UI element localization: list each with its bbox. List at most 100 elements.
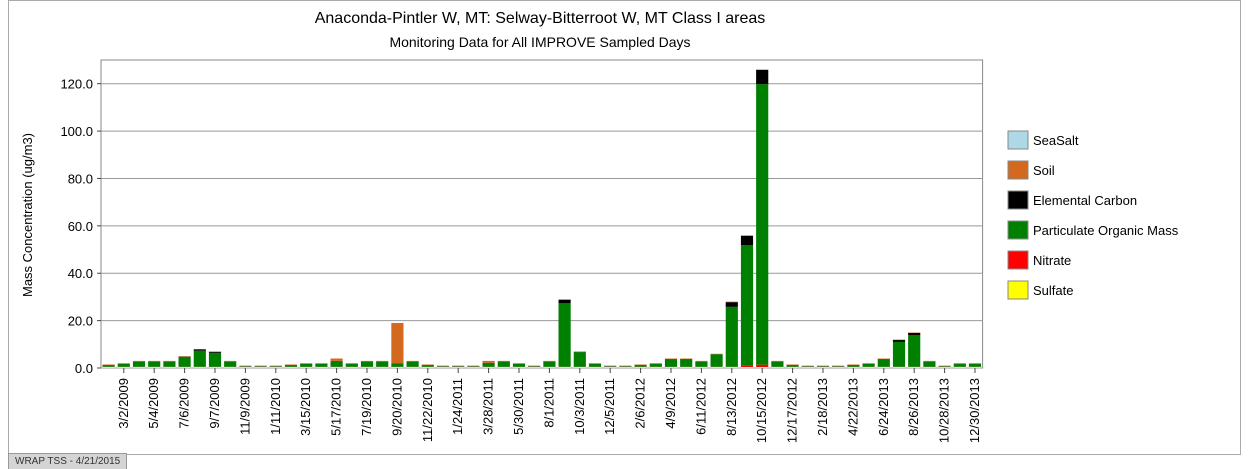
bar-segment	[710, 367, 723, 368]
x-tick-label: 8/13/2012	[724, 378, 739, 436]
bar-segment	[528, 367, 541, 368]
bar-segment	[360, 367, 374, 368]
bar-segment	[801, 367, 814, 368]
bar-segment	[163, 361, 176, 367]
bar-segment	[953, 367, 966, 368]
x-tick-label: 9/7/2009	[207, 378, 222, 429]
bar-segment	[558, 299, 571, 304]
x-tick-label: 10/15/2012	[754, 378, 769, 443]
legend-label: Soil	[1033, 163, 1055, 178]
x-tick-label: 11/9/2009	[237, 378, 252, 435]
y-tick-label: 60.0	[68, 219, 93, 234]
bar-segment	[771, 367, 784, 368]
x-tick-label: 1/11/2010	[268, 378, 283, 435]
legend-label: Sulfate	[1033, 283, 1073, 298]
bar-segment	[178, 367, 191, 368]
bar-segment	[345, 367, 358, 368]
bar-segment	[376, 361, 389, 367]
bar-segment	[193, 349, 206, 351]
bar-segment	[710, 354, 723, 367]
bar-segment	[193, 367, 206, 368]
bar-segment	[756, 367, 769, 368]
plot-area	[100, 59, 984, 369]
legend-swatch	[1007, 190, 1029, 210]
x-tick-label: 3/2/2009	[116, 378, 131, 429]
y-tick-label: 80.0	[68, 171, 93, 186]
x-tick-label: 8/26/2013	[906, 378, 921, 436]
bar-segment	[786, 367, 799, 368]
x-tick-label: 4/9/2012	[663, 378, 678, 429]
bar-segment	[102, 367, 115, 368]
bar-segment	[573, 352, 586, 367]
bar-segment	[786, 365, 799, 367]
bar-segment	[968, 363, 982, 367]
x-tick-label: 10/28/2013	[937, 378, 952, 443]
bar-segment	[740, 367, 754, 368]
bar-segment	[588, 363, 602, 367]
bar-segment	[923, 367, 936, 368]
bar-segment	[117, 367, 130, 368]
bar-segment	[376, 367, 389, 368]
legend-swatch	[1007, 130, 1029, 150]
bar-segment	[482, 367, 495, 368]
x-tick-label: 5/30/2011	[511, 378, 526, 435]
bar-segment	[482, 360, 495, 363]
bar-segment	[725, 367, 738, 368]
x-tick-label: 2/18/2013	[815, 378, 830, 436]
bar-segment	[102, 365, 115, 367]
x-tick-label: 12/17/2012	[785, 378, 800, 443]
bar-segment	[664, 359, 678, 367]
legend-label: Nitrate	[1033, 253, 1071, 268]
bar-segment	[862, 363, 875, 367]
bar-segment	[208, 351, 222, 353]
bar-segment	[725, 302, 738, 307]
bar-segment	[421, 367, 434, 368]
bar-segment	[862, 367, 875, 368]
x-tick-label: 3/15/2010	[298, 378, 313, 436]
bar-segment	[558, 367, 571, 368]
legend-label: Elemental Carbon	[1033, 193, 1137, 208]
bar-segment	[695, 361, 708, 367]
bar-segment	[543, 361, 556, 367]
bar-segment	[573, 367, 586, 368]
bar-segment	[634, 365, 647, 367]
bar-segment	[148, 361, 161, 367]
bar-segment	[360, 361, 374, 367]
bar-segment	[163, 367, 176, 368]
y-tick-label: 100.0	[60, 124, 93, 139]
y-tick-label: 40.0	[68, 266, 93, 281]
bar-segment	[756, 84, 769, 365]
bar-segment	[406, 367, 419, 368]
x-tick-label: 5/4/2009	[146, 378, 161, 429]
bar-segment	[832, 367, 845, 368]
bar-segment	[649, 363, 662, 367]
bar-segment	[740, 235, 754, 246]
bar-segment	[436, 367, 450, 368]
bar-segment	[284, 367, 298, 368]
bar-segment	[892, 341, 906, 367]
bar-segment	[908, 332, 921, 336]
legend-swatch	[1007, 280, 1029, 300]
bar-segment	[892, 340, 906, 342]
y-tick-label: 120.0	[60, 77, 93, 92]
bar-segment	[421, 365, 434, 367]
chart-title: Anaconda-Pintler W, MT: Selway-Bitterroo…	[315, 10, 766, 27]
bar-segment	[497, 367, 510, 368]
bar-segment	[330, 367, 343, 368]
x-tick-label: 6/24/2013	[876, 378, 891, 436]
bar-segment	[847, 365, 860, 367]
x-tick-label: 10/3/2011	[572, 378, 587, 435]
bar-segment	[680, 367, 693, 368]
bar-segment	[284, 365, 298, 367]
bar-segment	[132, 367, 146, 368]
bar-segment	[847, 367, 860, 368]
y-tick-label: 20.0	[68, 314, 93, 329]
bar-segment	[649, 367, 662, 368]
bar-segment	[391, 322, 404, 364]
x-tick-label: 4/22/2013	[845, 378, 860, 436]
bar-segment	[148, 367, 161, 368]
bar-segment	[269, 367, 282, 368]
bar-segment	[877, 367, 890, 368]
